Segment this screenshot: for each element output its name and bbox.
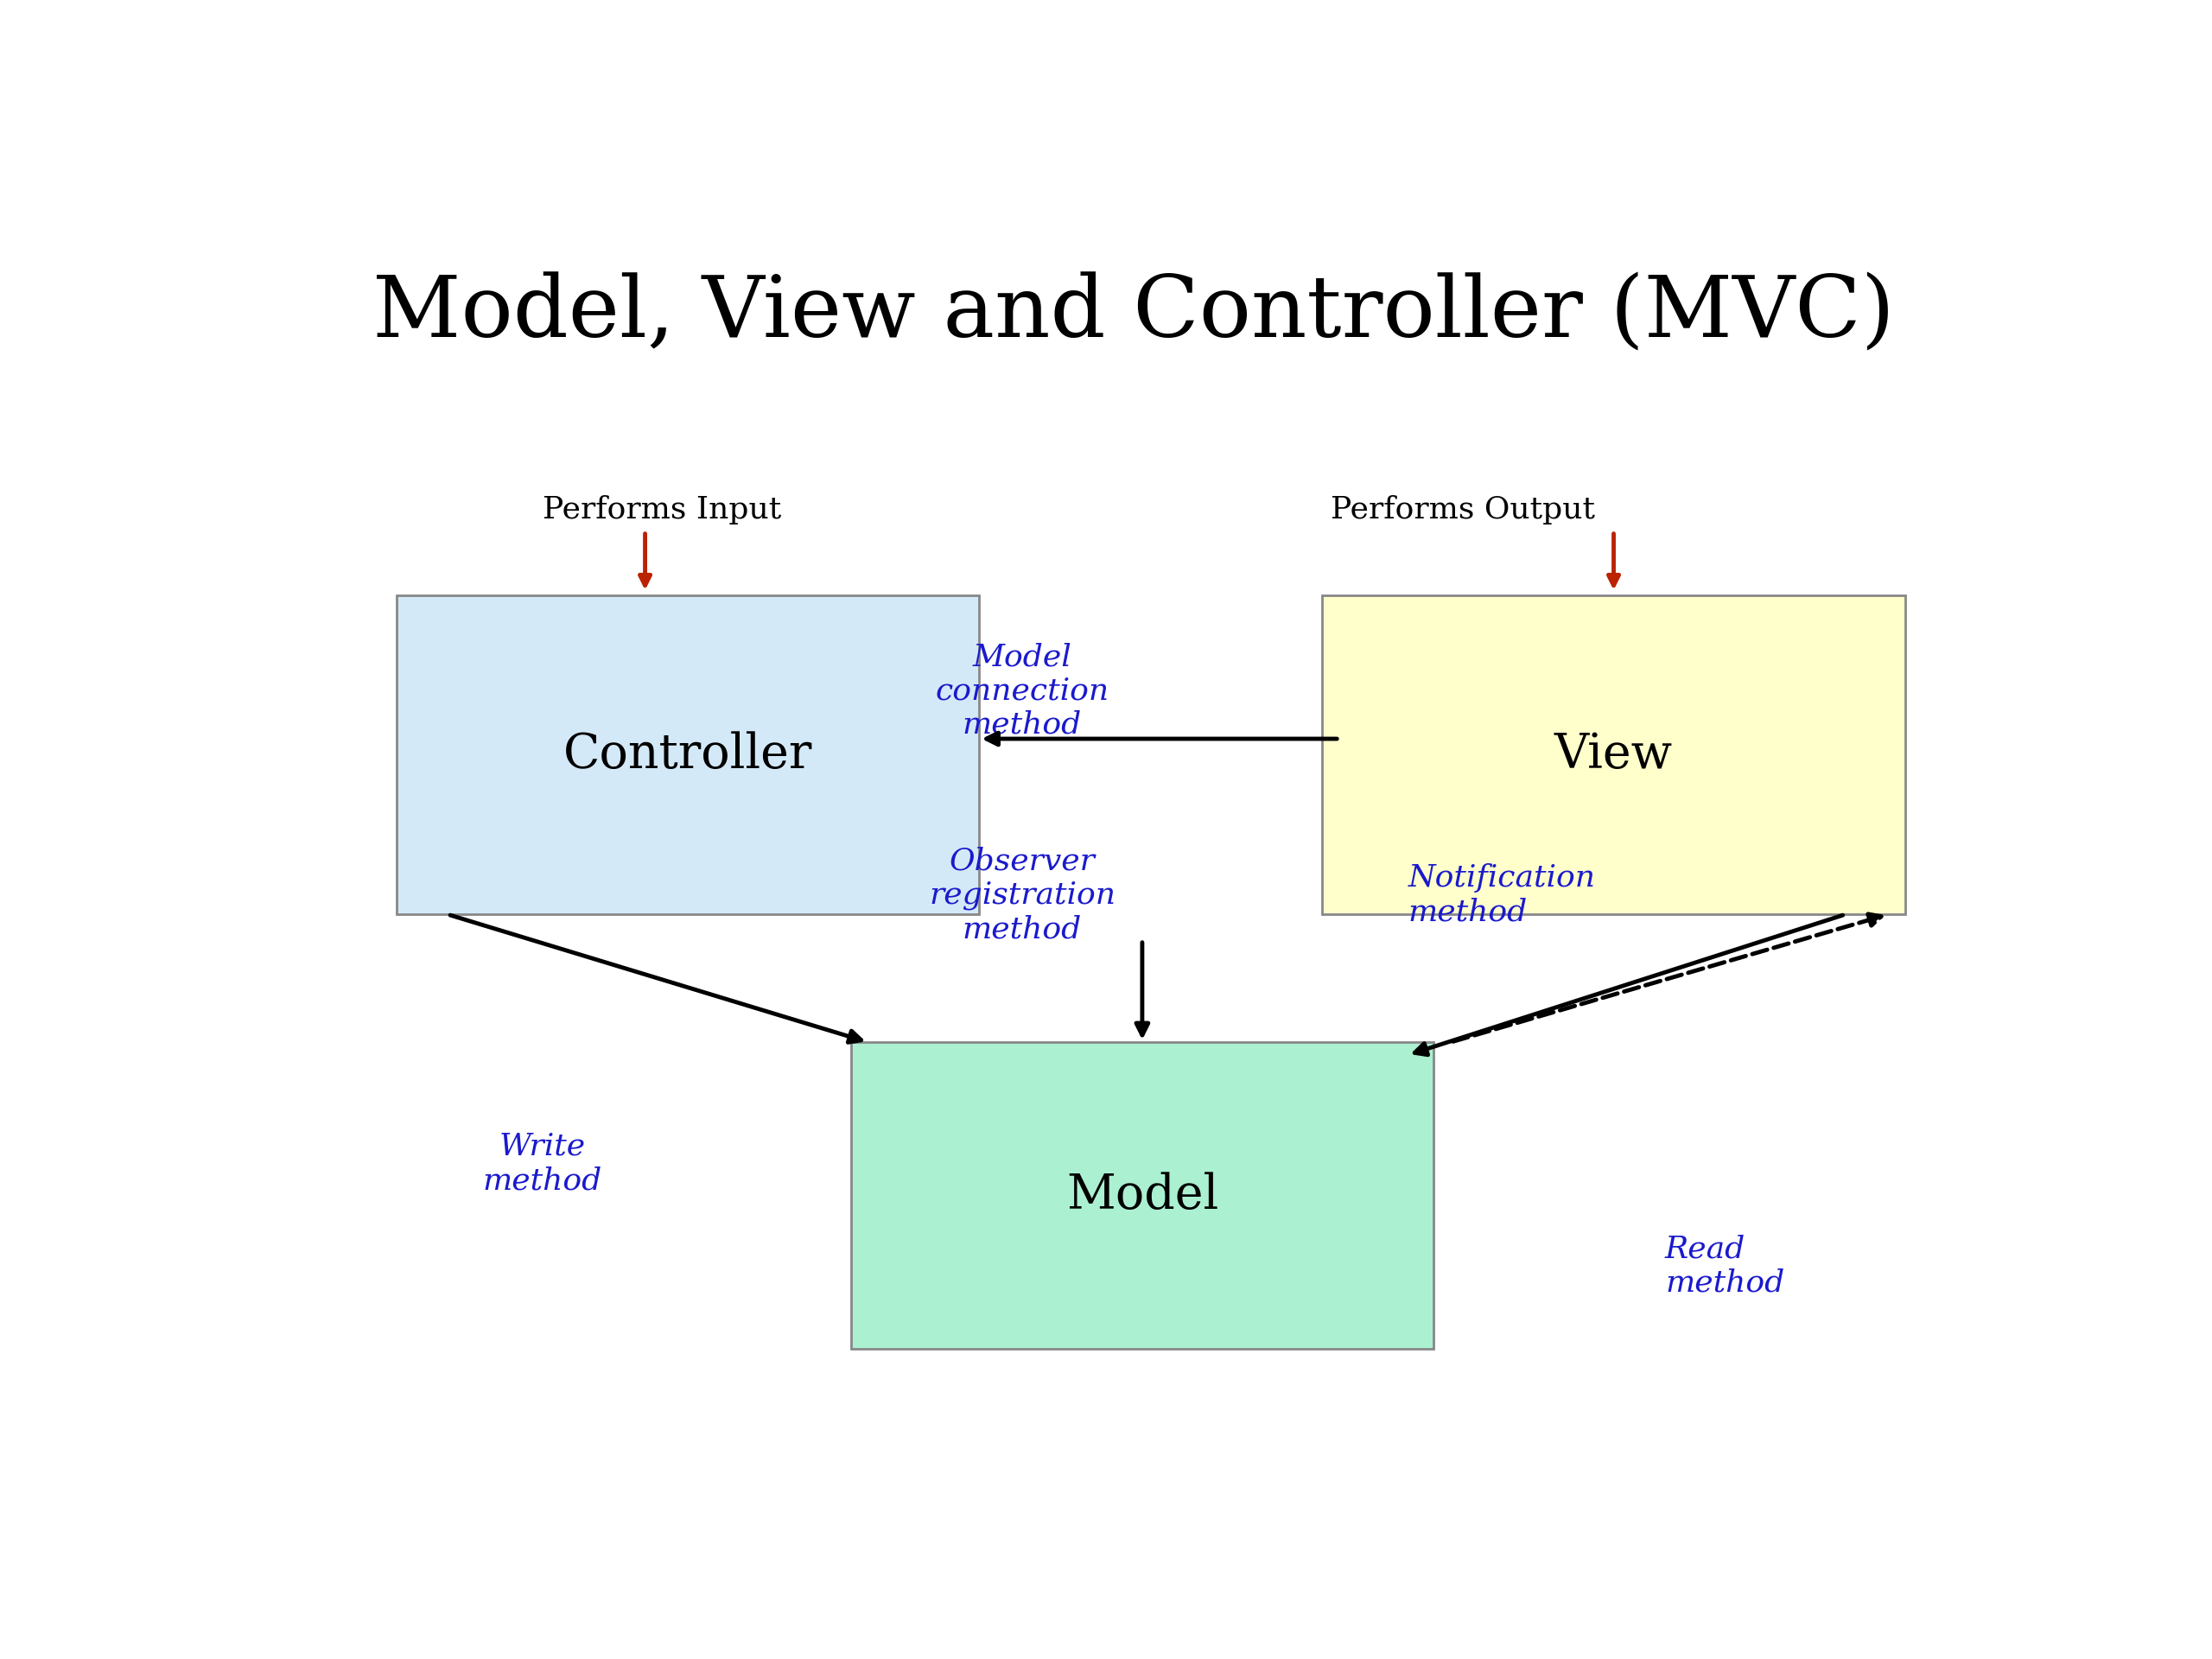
Text: Notification
method: Notification method (1409, 864, 1595, 927)
Text: Read
method: Read method (1666, 1234, 1785, 1297)
Text: Model
connection
method: Model connection method (936, 642, 1108, 740)
Text: Model, View and Controller (MVC): Model, View and Controller (MVC) (372, 272, 1896, 355)
Text: Observer
registration
method: Observer registration method (929, 846, 1115, 944)
Text: Performs Output: Performs Output (1332, 496, 1595, 524)
Text: Performs Input: Performs Input (542, 496, 781, 524)
Bar (396, 596, 980, 914)
Bar (852, 1042, 1433, 1349)
Text: Controller: Controller (564, 732, 812, 778)
Text: Model: Model (1066, 1171, 1219, 1219)
Bar (1323, 596, 1905, 914)
Text: Write
method: Write method (482, 1131, 602, 1194)
Text: View: View (1555, 732, 1672, 778)
